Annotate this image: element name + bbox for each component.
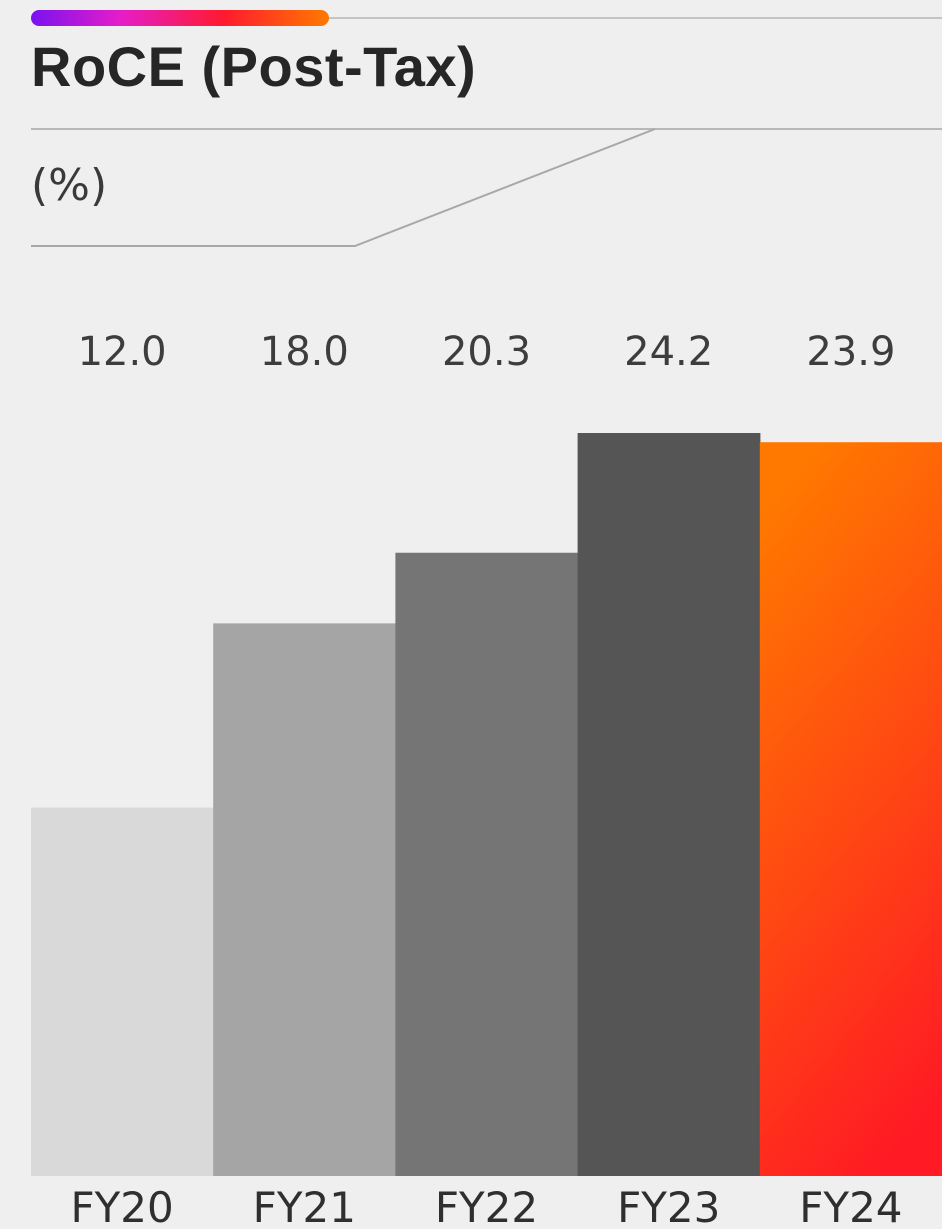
chart-title: RoCE (Post-Tax) — [31, 35, 476, 98]
bars-group — [31, 433, 942, 1176]
bar-fy23 — [578, 433, 761, 1176]
category-label-fy22: FY22 — [435, 1183, 538, 1229]
value-label-fy22: 20.3 — [442, 329, 531, 375]
category-labels-group: FY20 FY21 FY22 FY23 FY24 — [70, 1183, 902, 1229]
value-label-fy23: 24.2 — [624, 329, 713, 375]
bar-fy22 — [395, 553, 578, 1176]
value-label-fy20: 12.0 — [78, 329, 167, 375]
unit-divider-diagonal — [31, 129, 655, 246]
bar-fy24 — [760, 442, 942, 1176]
bar-fy21 — [213, 623, 396, 1176]
accent-bar — [31, 10, 329, 26]
category-label-fy20: FY20 — [70, 1183, 173, 1229]
value-label-fy21: 18.0 — [260, 329, 349, 375]
value-labels-group: 12.0 18.0 20.3 24.2 23.9 — [78, 329, 896, 375]
category-label-fy21: FY21 — [253, 1183, 356, 1229]
bar-fy20 — [31, 808, 214, 1176]
category-label-fy24: FY24 — [799, 1183, 902, 1229]
category-label-fy23: FY23 — [617, 1183, 720, 1229]
unit-label: (%) — [31, 160, 107, 211]
value-label-fy24: 23.9 — [806, 329, 895, 375]
